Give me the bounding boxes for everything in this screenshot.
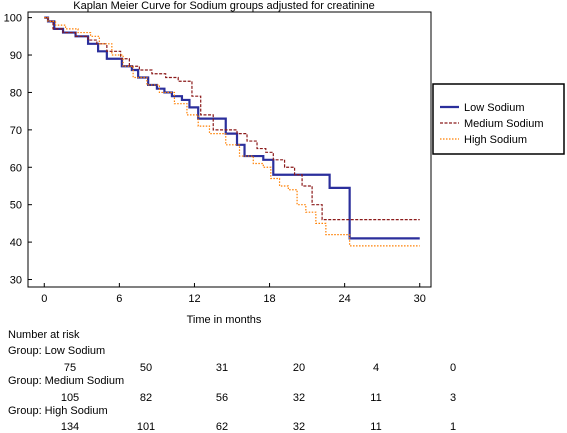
x-tick-label: 24 bbox=[339, 293, 351, 305]
legend-box bbox=[432, 83, 565, 155]
legend-label-1: Low Sodium bbox=[464, 102, 525, 114]
y-tick-label: 50 bbox=[10, 200, 22, 212]
x-tick-label: 12 bbox=[188, 293, 200, 305]
legend: Low Sodium Medium Sodium High Sodium bbox=[432, 83, 565, 155]
y-tick-label: 100 bbox=[4, 13, 22, 25]
y-axis: 30 40 50 60 70 80 90 100 bbox=[4, 13, 32, 287]
x-tick-label: 0 bbox=[41, 293, 47, 305]
x-axis: 0 6 12 18 24 30 bbox=[41, 283, 426, 305]
y-tick-label: 40 bbox=[10, 237, 22, 249]
y-tick-label: 60 bbox=[10, 162, 22, 174]
x-tick-label: 30 bbox=[414, 293, 426, 305]
x-tick-label: 6 bbox=[116, 293, 122, 305]
chart-title: Kaplan Meier Curve for Sodium groups adj… bbox=[73, 0, 374, 12]
series-layer bbox=[44, 16, 420, 247]
y-tick-label: 30 bbox=[10, 275, 22, 287]
y-tick-label: 70 bbox=[10, 125, 22, 137]
legend-label-3: High Sodium bbox=[464, 134, 527, 146]
y-tick-label: 80 bbox=[10, 87, 22, 99]
plot-area bbox=[27, 11, 432, 288]
x-axis-label: Time in months bbox=[187, 314, 262, 326]
legend-items: Low Sodium Medium Sodium High Sodium bbox=[440, 102, 543, 146]
x-tick-label: 18 bbox=[263, 293, 275, 305]
y-tick-label: 90 bbox=[10, 50, 22, 62]
legend-label-2: Medium Sodium bbox=[464, 118, 543, 130]
